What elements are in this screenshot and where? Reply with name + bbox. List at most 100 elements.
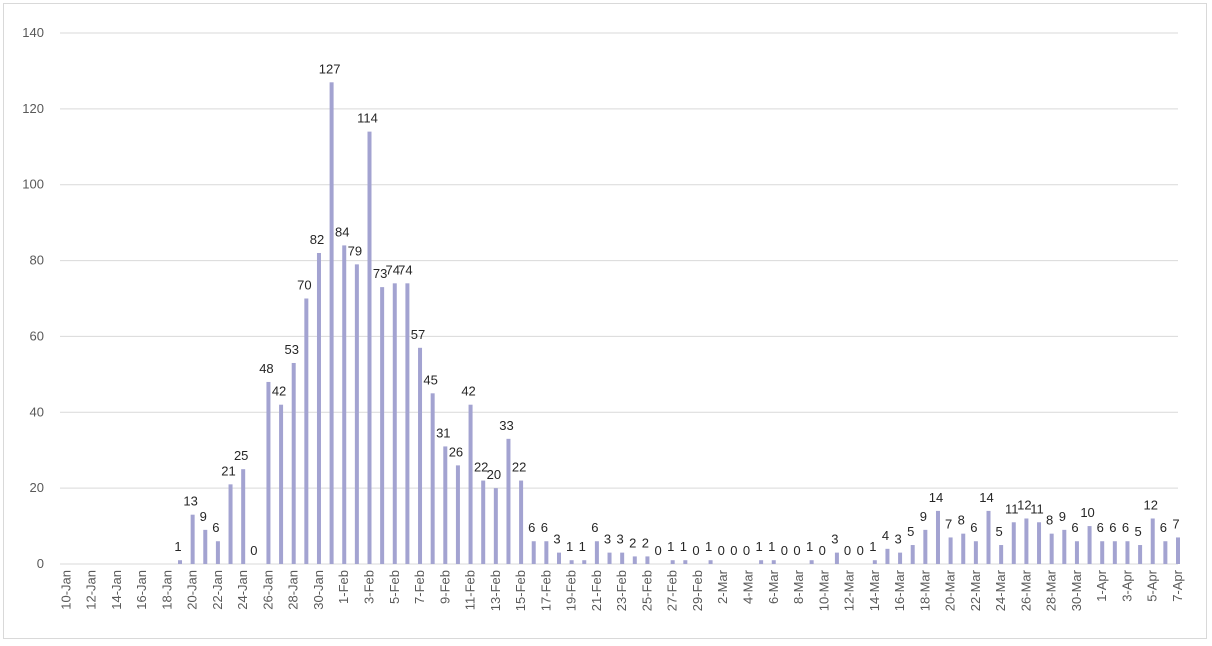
data-label: 2	[642, 535, 649, 550]
x-tick-label: 8-Mar	[791, 569, 806, 604]
data-label: 5	[907, 524, 914, 539]
x-tick-label: 10-Mar	[816, 569, 831, 611]
data-label: 0	[654, 543, 661, 558]
data-label: 5	[996, 524, 1003, 539]
data-label: 22	[474, 460, 488, 475]
bar	[468, 404, 473, 564]
x-tick-label: 5-Apr	[1145, 569, 1160, 601]
bar	[519, 480, 524, 564]
x-tick-label: 20-Jan	[185, 570, 200, 610]
y-tick-label: 40	[30, 404, 44, 419]
data-label: 13	[183, 494, 197, 509]
x-tick-label: 22-Mar	[968, 569, 983, 611]
bar	[354, 264, 359, 564]
x-tick-label: 1-Feb	[336, 570, 351, 604]
data-label: 0	[793, 543, 800, 558]
x-tick-label: 7-Feb	[412, 570, 427, 604]
data-label: 127	[319, 61, 341, 76]
bar	[607, 552, 612, 564]
data-label: 0	[781, 543, 788, 558]
bar	[569, 560, 574, 564]
x-tick-label: 2-Mar	[715, 569, 730, 604]
x-tick-label: 7-Apr	[1170, 569, 1185, 601]
bar	[481, 480, 486, 564]
data-label: 79	[348, 243, 362, 258]
x-tick-label: 17-Feb	[538, 570, 553, 611]
data-label: 20	[487, 467, 501, 482]
gridlines	[60, 32, 1178, 565]
data-label: 0	[844, 543, 851, 558]
data-label: 70	[297, 278, 311, 293]
x-tick-label: 21-Feb	[589, 570, 604, 611]
bar	[872, 560, 877, 564]
bar	[1037, 522, 1042, 564]
bar	[898, 552, 903, 564]
data-label: 6	[1122, 520, 1129, 535]
x-tick-label: 12-Mar	[842, 569, 857, 611]
x-tick-label: 14-Mar	[867, 569, 882, 611]
bar	[1049, 533, 1054, 564]
data-label: 1	[806, 539, 813, 554]
y-axis-ticks: 0 20 40 60 80 100 120 140	[22, 25, 44, 571]
bar	[279, 404, 284, 564]
data-label: 0	[730, 543, 737, 558]
data-label: 0	[692, 543, 699, 558]
bar	[190, 514, 195, 564]
bar	[885, 548, 890, 564]
bar	[771, 560, 776, 564]
bar	[910, 545, 915, 564]
data-label: 45	[423, 372, 437, 387]
bar	[935, 510, 940, 564]
data-label: 25	[234, 448, 248, 463]
x-tick-label: 26-Jan	[260, 570, 275, 610]
data-label: 5	[1134, 524, 1141, 539]
x-tick-label: 20-Mar	[943, 569, 958, 611]
bar	[493, 488, 498, 564]
data-label: 1	[579, 539, 586, 554]
data-label: 0	[250, 543, 257, 558]
data-label: 9	[920, 509, 927, 524]
x-tick-label: 22-Jan	[210, 570, 225, 610]
y-tick-label: 120	[22, 101, 44, 116]
x-tick-label: 12-Jan	[84, 570, 99, 610]
bar	[683, 560, 688, 564]
x-tick-label: 18-Mar	[917, 569, 932, 611]
data-label: 1	[566, 539, 573, 554]
bar	[241, 469, 246, 564]
x-tick-label: 3-Apr	[1119, 569, 1134, 601]
bar	[178, 560, 183, 564]
x-tick-label: 28-Jan	[286, 570, 301, 610]
bar	[1074, 541, 1079, 564]
data-labels: 1139621250484253708212784791147374745745…	[174, 61, 1179, 558]
data-label: 22	[512, 460, 526, 475]
bar	[1150, 518, 1155, 564]
data-label: 82	[310, 232, 324, 247]
bar	[418, 347, 423, 564]
x-tick-label: 16-Jan	[134, 570, 149, 610]
data-label: 6	[541, 520, 548, 535]
bar	[215, 541, 220, 564]
x-tick-label: 6-Mar	[766, 569, 781, 604]
data-label: 53	[284, 342, 298, 357]
bar	[582, 560, 587, 564]
x-axis-ticks: 10-Jan 12-Jan 14-Jan 16-Jan 18-Jan 20-Jan 22-J…	[58, 569, 1185, 611]
data-label: 6	[1109, 520, 1116, 535]
data-label: 8	[958, 513, 965, 528]
bar	[632, 556, 637, 564]
data-label: 57	[411, 327, 425, 342]
data-label: 7	[945, 516, 952, 531]
bar	[443, 446, 448, 564]
x-tick-label: 25-Feb	[639, 570, 654, 611]
bar	[973, 541, 978, 564]
bar	[923, 529, 928, 564]
bar	[392, 283, 397, 564]
x-tick-label: 5-Feb	[387, 570, 402, 604]
x-tick-label: 18-Jan	[159, 570, 174, 610]
bar	[594, 541, 599, 564]
data-label: 6	[970, 520, 977, 535]
bar	[961, 533, 966, 564]
data-label: 6	[1097, 520, 1104, 535]
data-label: 74	[398, 262, 412, 277]
bar	[342, 245, 347, 564]
data-label: 42	[272, 384, 286, 399]
